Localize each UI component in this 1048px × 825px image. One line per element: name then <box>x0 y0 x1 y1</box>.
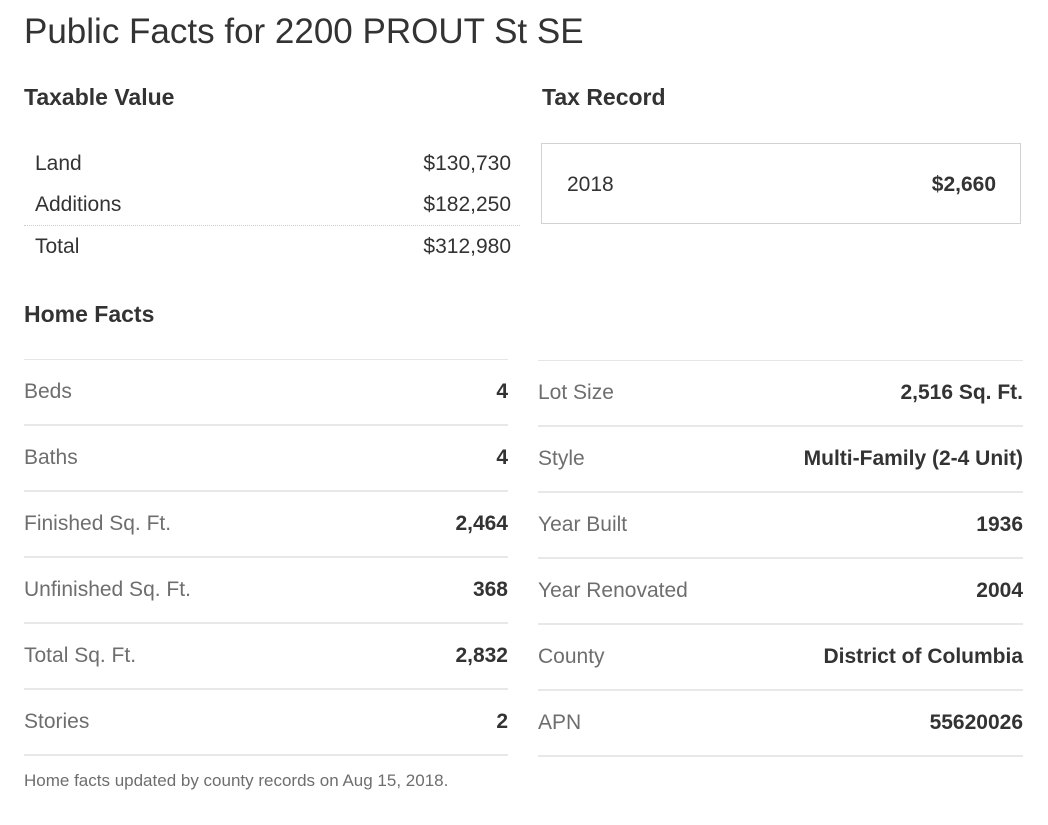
tax-record-amount: $2,660 <box>931 173 996 196</box>
fact-row-year-built: Year Built 1936 <box>538 493 1023 559</box>
fact-label: Baths <box>24 446 78 469</box>
taxable-row-value: $130,730 <box>423 152 511 175</box>
taxable-row-label: Total <box>35 235 80 258</box>
home-facts-footnote: Home facts updated by county records on … <box>24 771 449 790</box>
fact-value: 2,464 <box>455 512 508 535</box>
fact-label: Finished Sq. Ft. <box>24 512 172 535</box>
page-title: Public Facts for 2200 PROUT St SE <box>24 12 584 51</box>
fact-row-apn: APN 55620026 <box>538 691 1023 757</box>
fact-row-unfinished-sqft: Unfinished Sq. Ft. 368 <box>24 558 508 624</box>
fact-value: District of Columbia <box>823 645 1023 668</box>
fact-value: Multi-Family (2-4 Unit) <box>803 447 1023 470</box>
tax-record-year: 2018 <box>567 173 614 196</box>
fact-row-lot-size: Lot Size 2,516 Sq. Ft. <box>538 361 1023 427</box>
fact-row-beds: Beds 4 <box>24 360 508 426</box>
fact-value: 2 <box>496 710 508 733</box>
taxable-row-value: $182,250 <box>423 193 511 216</box>
fact-label: Total Sq. Ft. <box>24 644 137 667</box>
fact-value: 4 <box>496 380 508 403</box>
fact-label: Beds <box>24 380 72 403</box>
fact-row-finished-sqft: Finished Sq. Ft. 2,464 <box>24 492 508 558</box>
taxable-row-additions: Additions $182,250 <box>24 184 520 225</box>
fact-row-style: Style Multi-Family (2-4 Unit) <box>538 427 1023 493</box>
fact-label: Year Built <box>538 513 628 536</box>
fact-row-total-sqft: Total Sq. Ft. 2,832 <box>24 624 508 690</box>
fact-value: 368 <box>472 578 508 601</box>
fact-row-county: County District of Columbia <box>538 625 1023 691</box>
fact-label: Year Renovated <box>538 579 688 602</box>
home-facts-left-column: Beds 4 Baths 4 Finished Sq. Ft. 2,464 Un… <box>24 359 508 756</box>
taxable-row-label: Additions <box>35 193 122 216</box>
fact-row-baths: Baths 4 <box>24 426 508 492</box>
fact-value: 1936 <box>976 513 1023 536</box>
taxable-row-value: $312,980 <box>423 235 511 258</box>
fact-label: County <box>538 645 605 668</box>
taxable-value-heading: Taxable Value <box>24 84 175 110</box>
fact-value: 2,832 <box>455 644 508 667</box>
fact-label: Unfinished Sq. Ft. <box>24 578 191 601</box>
fact-label: APN <box>538 711 582 734</box>
taxable-row-land: Land $130,730 <box>24 143 520 184</box>
taxable-row-total: Total $312,980 <box>24 225 520 267</box>
fact-value: 2004 <box>976 579 1023 602</box>
fact-label: Style <box>538 447 585 470</box>
fact-value: 55620026 <box>929 711 1023 734</box>
fact-value: 4 <box>496 446 508 469</box>
fact-label: Stories <box>24 710 90 733</box>
home-facts-heading: Home Facts <box>24 301 155 327</box>
fact-row-year-renovated: Year Renovated 2004 <box>538 559 1023 625</box>
tax-record-row: 2018 $2,660 <box>541 143 1021 224</box>
tax-record-heading: Tax Record <box>542 84 666 110</box>
fact-row-stories: Stories 2 <box>24 690 508 756</box>
fact-label: Lot Size <box>538 381 614 404</box>
fact-value: 2,516 Sq. Ft. <box>900 381 1023 404</box>
home-facts-right-column: Lot Size 2,516 Sq. Ft. Style Multi-Famil… <box>538 360 1023 757</box>
taxable-row-label: Land <box>35 152 82 175</box>
taxable-value-table: Land $130,730 Additions $182,250 Total $… <box>24 143 520 267</box>
